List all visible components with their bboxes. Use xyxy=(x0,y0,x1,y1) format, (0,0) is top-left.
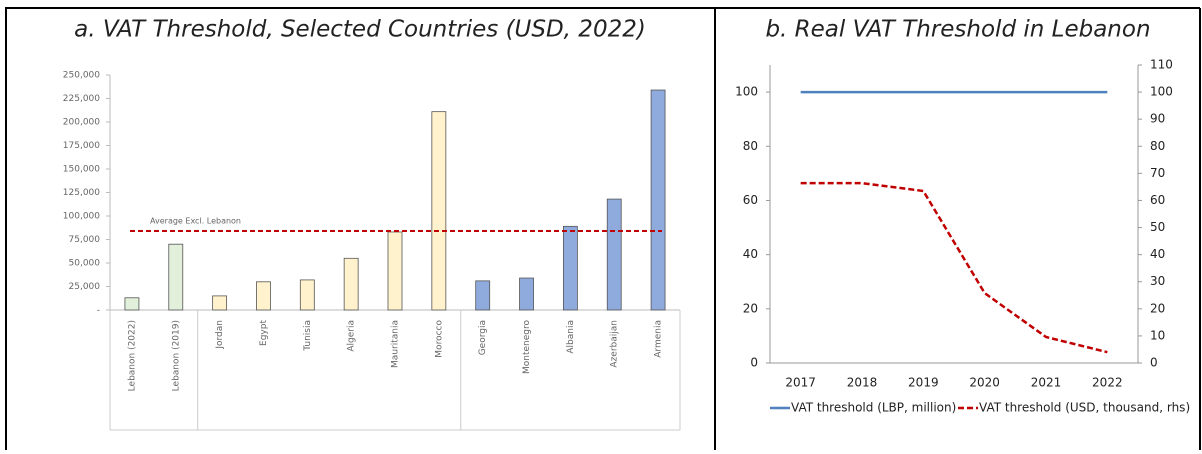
x-tick-label: 2020 xyxy=(969,376,1000,390)
bar xyxy=(606,198,622,311)
y-tick-label: 0 xyxy=(750,356,758,370)
x-tick-label: Egypt xyxy=(259,320,269,346)
bar xyxy=(475,280,491,311)
x-tick-label: Azerbaijan xyxy=(610,320,620,368)
x-tick-label: 2019 xyxy=(908,376,939,390)
average-label: Average Excl. Lebanon xyxy=(150,217,241,226)
x-tick-label: Lebanon (2019) xyxy=(171,320,181,391)
bar xyxy=(650,89,666,311)
bar xyxy=(343,257,359,311)
bar xyxy=(168,243,184,311)
y2-tick-label: 30 xyxy=(1150,274,1165,288)
x-tick-label: 2021 xyxy=(1031,376,1062,390)
y-tick-label: 225,000 xyxy=(63,94,100,104)
x-tick-label: Tunisia xyxy=(303,320,313,352)
x-tick-label: Lebanon (2022) xyxy=(127,320,137,391)
y-tick-label: 200,000 xyxy=(63,118,100,128)
y2-tick-label: 90 xyxy=(1150,112,1165,126)
y-tick-label: 50,000 xyxy=(69,259,101,269)
x-tick-label: 2017 xyxy=(785,376,816,390)
bar xyxy=(431,111,447,311)
bar xyxy=(387,231,403,311)
series-line xyxy=(800,181,1108,354)
x-tick-label: Albania xyxy=(566,320,576,354)
y-tick-label: 125,000 xyxy=(63,188,100,198)
x-tick-label: Mauritania xyxy=(391,320,401,368)
y2-tick-label: 50 xyxy=(1150,220,1165,234)
y2-tick-label: 110 xyxy=(1150,58,1173,72)
y-tick-label: 100 xyxy=(735,85,758,99)
x-tick-label: Morocco xyxy=(434,320,444,358)
bar xyxy=(519,277,534,311)
legend-label: VAT threshold (USD, thousand, rhs) xyxy=(979,401,1190,415)
x-tick-label: Georgia xyxy=(478,320,488,355)
y2-tick-label: 100 xyxy=(1150,85,1173,99)
y2-tick-label: 10 xyxy=(1150,328,1165,342)
y-tick-label: 60 xyxy=(743,193,758,207)
bar xyxy=(212,295,228,311)
bar xyxy=(256,281,271,311)
x-tick-label: Montenegro xyxy=(522,320,532,374)
y-tick-label: 80 xyxy=(743,139,758,153)
y-tick-label: 25,000 xyxy=(69,282,101,292)
x-tick-label: Armenia xyxy=(654,320,664,358)
y2-tick-label: 40 xyxy=(1150,247,1165,261)
y2-tick-label: 70 xyxy=(1150,166,1165,180)
y-tick-label: 250,000 xyxy=(63,71,100,81)
y2-tick-label: 0 xyxy=(1150,356,1158,370)
y-tick-label: 40 xyxy=(743,247,758,261)
y2-tick-label: 20 xyxy=(1150,301,1165,315)
x-tick-label: Algeria xyxy=(347,320,357,352)
x-tick-label: Jordan xyxy=(215,320,225,350)
bar xyxy=(299,279,315,311)
y2-tick-label: 80 xyxy=(1150,139,1165,153)
chart-title: a. VAT Threshold, Selected Countries (US… xyxy=(74,17,646,43)
bar xyxy=(562,225,578,311)
x-tick-label: 2018 xyxy=(847,376,878,390)
y-tick-label: - xyxy=(97,306,100,316)
y-tick-label: 150,000 xyxy=(63,165,100,175)
y-tick-label: 100,000 xyxy=(63,212,100,222)
y-tick-label: 75,000 xyxy=(69,235,101,245)
bar xyxy=(124,297,140,311)
x-tick-label: 2022 xyxy=(1092,376,1123,390)
y-tick-label: 175,000 xyxy=(63,141,100,151)
y-tick-label: 20 xyxy=(743,301,758,315)
y2-tick-label: 60 xyxy=(1150,193,1165,207)
legend-label: VAT threshold (LBP, million) xyxy=(791,401,956,415)
chart-title: b. Real VAT Threshold in Lebanon xyxy=(765,17,1150,43)
